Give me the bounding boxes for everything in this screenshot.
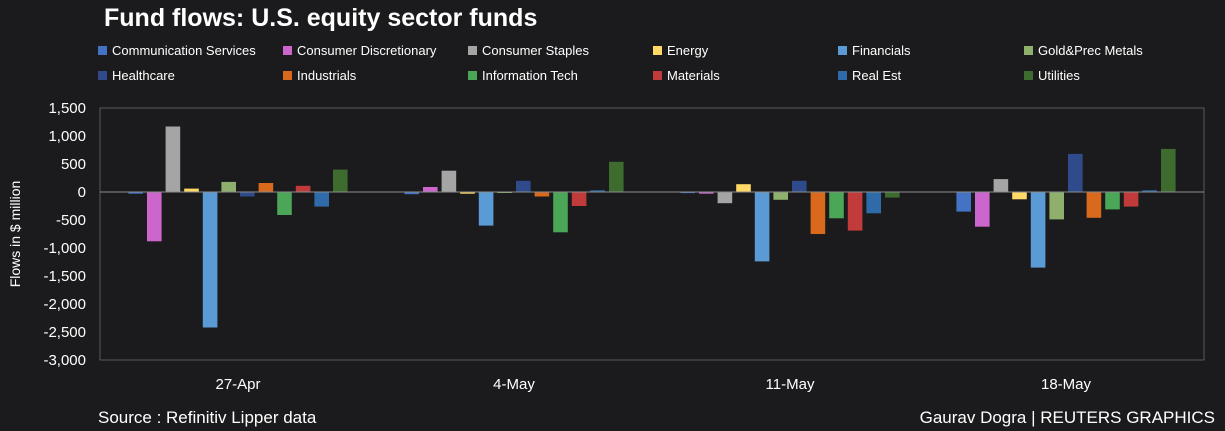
legend-label-consumer-discretionary: Consumer Discretionary	[297, 43, 437, 58]
y-tick-label: -500	[56, 212, 86, 229]
bar-materials-4-may	[571, 192, 587, 206]
bar-communication-services-4-may	[404, 192, 419, 195]
bar-consumer-discretionary-27-apr	[147, 192, 162, 242]
y-axis: 1,500 1,000 500 0 -500 -1,000 -1,500 -2,000 -2,5…	[7, 100, 86, 369]
legend-swatch-real-est	[838, 71, 847, 80]
legend-swatch-energy	[653, 46, 662, 55]
y-tick-label: 1,000	[48, 128, 86, 145]
legend-swatch-communication-services	[98, 46, 107, 55]
bar-consumer-staples-18-may	[993, 179, 1009, 192]
bar-industrials-11-may	[810, 192, 826, 234]
legend-swatch-gold-prec-metals	[1024, 46, 1033, 55]
y-tick-label: -2,500	[43, 324, 86, 341]
legend-label-healthcare: Healthcare	[112, 68, 175, 83]
bar-consumer-discretionary-18-may	[975, 192, 990, 227]
bar-consumer-staples-4-may	[441, 170, 457, 192]
x-tick-label: 27-Apr	[215, 376, 260, 393]
bar-real-est-27-apr	[314, 192, 329, 207]
y-axis-title: Flows in $ million	[7, 181, 23, 288]
bar-healthcare-18-may	[1068, 153, 1083, 192]
legend: Communication Services Consumer Discretio…	[98, 43, 1143, 83]
bar-utilities-11-may	[885, 192, 900, 198]
bar-consumer-staples-27-apr	[165, 126, 181, 192]
bar-industrials-27-apr	[258, 183, 274, 192]
bar-consumer-discretionary-11-may	[699, 192, 714, 194]
bar-communication-services-27-apr	[128, 192, 143, 194]
x-tick-label: 11-May	[766, 376, 815, 393]
legend-swatch-financials	[838, 46, 847, 55]
legend-label-information-tech: Information Tech	[482, 68, 578, 83]
y-tick-label: -2,000	[43, 296, 86, 313]
bar-information-tech-27-apr	[277, 192, 292, 215]
bar-healthcare-4-may	[516, 180, 531, 192]
legend-label-energy: Energy	[667, 43, 709, 58]
plot-frame	[99, 107, 1205, 361]
bar-financials-4-may	[478, 192, 494, 226]
legend-label-materials: Materials	[667, 68, 720, 83]
bar-utilities-27-apr	[333, 169, 348, 192]
bar-real-est-4-may	[590, 190, 605, 192]
bar-materials-27-apr	[295, 185, 311, 192]
bar-financials-11-may	[754, 192, 770, 262]
y-tick-label: 0	[78, 184, 86, 201]
legend-swatch-industrials	[283, 71, 292, 80]
bar-healthcare-27-apr	[240, 192, 255, 197]
bar-communication-services-18-may	[956, 192, 971, 212]
y-tick-label: -1,500	[43, 268, 86, 285]
legend-swatch-information-tech	[468, 71, 477, 80]
bar-information-tech-4-may	[553, 192, 568, 233]
y-tick-label: 500	[61, 156, 86, 173]
legend-label-communication-services: Communication Services	[112, 43, 256, 58]
legend-label-consumer-staples: Consumer Staples	[482, 43, 589, 58]
bar-real-est-11-may	[866, 192, 881, 214]
legend-label-gold-prec-metals: Gold&Prec Metals	[1038, 43, 1143, 58]
legend-label-industrials: Industrials	[297, 68, 357, 83]
bar-energy-11-may	[736, 184, 751, 192]
legend-swatch-healthcare	[98, 71, 107, 80]
legend-swatch-materials	[653, 71, 662, 80]
bar-gold-prec-metals-11-may	[773, 192, 788, 200]
source-note: Source : Refinitiv Lipper data	[98, 408, 317, 427]
plot-area	[99, 107, 1205, 361]
bar-gold-prec-metals-27-apr	[221, 181, 236, 192]
x-axis: 27-Apr 4-May 11-May 18-May	[215, 376, 1091, 393]
bar-industrials-4-may	[534, 192, 550, 197]
bar-financials-27-apr	[202, 192, 218, 328]
legend-swatch-consumer-discretionary	[283, 46, 292, 55]
bar-energy-27-apr	[184, 188, 199, 192]
y-tick-label: -1,000	[43, 240, 86, 257]
bar-energy-4-may	[460, 192, 475, 194]
y-tick-label: -3,000	[43, 352, 86, 369]
bar-industrials-18-may	[1086, 192, 1102, 218]
legend-swatch-utilities	[1024, 71, 1033, 80]
bar-financials-18-may	[1030, 192, 1046, 268]
bar-consumer-staples-11-may	[717, 192, 733, 204]
bar-materials-18-may	[1123, 192, 1139, 207]
legend-swatch-consumer-staples	[468, 46, 477, 55]
bar-energy-18-may	[1012, 192, 1027, 200]
bar-utilities-18-may	[1161, 148, 1176, 192]
credit-note: Gaurav Dogra | REUTERS GRAPHICS	[919, 408, 1215, 427]
bar-information-tech-18-may	[1105, 192, 1120, 210]
x-tick-label: 4-May	[493, 376, 535, 393]
legend-label-real-est: Real Est	[852, 68, 902, 83]
bar-consumer-discretionary-4-may	[423, 187, 438, 192]
legend-label-utilities: Utilities	[1038, 68, 1080, 83]
bar-communication-services-11-may	[680, 192, 695, 194]
legend-label-financials: Financials	[852, 43, 911, 58]
bar-materials-11-may	[847, 192, 863, 231]
chart-title: Fund flows: U.S. equity sector funds	[104, 4, 538, 32]
bar-healthcare-11-may	[792, 180, 807, 192]
bar-real-est-18-may	[1142, 190, 1157, 192]
y-tick-label: 1,500	[48, 100, 86, 117]
x-tick-label: 18-May	[1041, 376, 1092, 393]
bar-utilities-4-may	[609, 161, 624, 192]
bar-gold-prec-metals-18-may	[1049, 192, 1064, 220]
bar-information-tech-11-may	[829, 192, 844, 219]
